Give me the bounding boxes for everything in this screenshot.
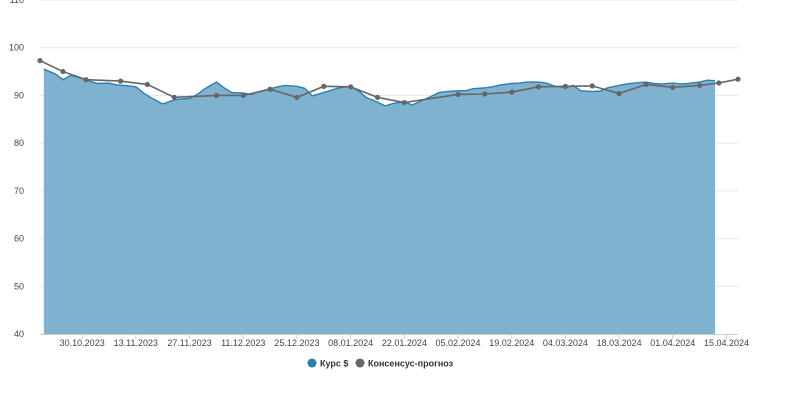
forecast-point[interactable] [374, 94, 381, 100]
forecast-point[interactable] [562, 83, 569, 89]
forecast-point[interactable] [589, 83, 595, 89]
x-tick-label: 30.10.2023 [60, 338, 105, 348]
y-axis: 40 50 60 70 80 90 100 110 [9, 0, 24, 339]
y-tick-label: 100 [9, 43, 24, 53]
forecast-point[interactable] [697, 82, 703, 89]
legend-item-forecast[interactable]: Консенсус-прогноз [355, 358, 454, 369]
y-tick-label: 90 [14, 90, 24, 100]
legend-label-forecast: Консенсус-прогноз [368, 359, 454, 369]
legend-marker-forecast [355, 358, 365, 368]
x-tick-label: 18.03.2024 [597, 338, 642, 348]
forecast-point[interactable] [482, 91, 488, 97]
forecast-point[interactable] [401, 99, 407, 106]
x-tick-label: 08.01.2024 [328, 338, 373, 348]
x-tick-label: 25.12.2023 [274, 338, 319, 348]
forecast-point[interactable] [509, 89, 515, 95]
x-tick-label: 13.11.2023 [114, 338, 158, 348]
forecast-point[interactable] [294, 94, 300, 100]
rate-area-fill [43, 69, 715, 334]
forecast-point[interactable] [240, 92, 246, 99]
y-tick-label: 70 [14, 186, 24, 196]
forecast-point[interactable] [171, 94, 177, 100]
x-tick-label: 01.04.2024 [650, 338, 695, 348]
y-tick-label: 110 [10, 0, 24, 5]
forecast-point[interactable] [535, 84, 542, 90]
y-tick-label: 50 [14, 281, 24, 291]
x-tick-label: 11.12.2023 [221, 338, 265, 348]
x-tick-label: 22.01.2024 [382, 338, 427, 348]
forecast-point[interactable] [37, 58, 43, 64]
forecast-point[interactable] [616, 90, 622, 97]
x-axis: 30.10.2023 13.11.2023 27.11.2023 11.12.2023… [40, 334, 749, 348]
forecast-line-layer [37, 58, 741, 106]
y-tick-label: 80 [14, 138, 24, 148]
forecast-point[interactable] [455, 91, 461, 98]
forecast-line [39, 59, 739, 104]
x-tick-label: 27.11.2023 [167, 338, 211, 348]
legend-label-rate: Курс $ [320, 359, 348, 369]
forecast-point[interactable] [716, 80, 722, 86]
forecast-point[interactable] [117, 78, 124, 84]
x-tick-label: 15.04.2024 [704, 338, 749, 348]
legend: Курс $ Консенсус-прогноз [307, 358, 454, 369]
y-tick-label: 60 [14, 234, 24, 244]
x-tick-label: 05.02.2024 [436, 338, 481, 348]
forecast-point[interactable] [60, 68, 66, 75]
rate-area-layer [43, 68, 716, 334]
y-tick-label: 40 [14, 329, 24, 339]
forecast-point[interactable] [213, 92, 220, 99]
legend-marker-rate [307, 358, 317, 368]
forecast-point[interactable] [670, 84, 676, 90]
x-tick-label: 04.03.2024 [543, 338, 588, 348]
x-tick-label: 19.02.2024 [489, 338, 534, 348]
forecast-point[interactable] [643, 81, 649, 88]
forecast-point[interactable] [267, 86, 273, 92]
forecast-point[interactable] [321, 83, 327, 89]
legend-item-rate[interactable]: Курс $ [307, 358, 349, 369]
forecast-point[interactable] [83, 77, 89, 83]
forecast-point[interactable] [735, 76, 741, 82]
forecast-point[interactable] [348, 84, 354, 90]
forecast-point[interactable] [144, 81, 150, 88]
